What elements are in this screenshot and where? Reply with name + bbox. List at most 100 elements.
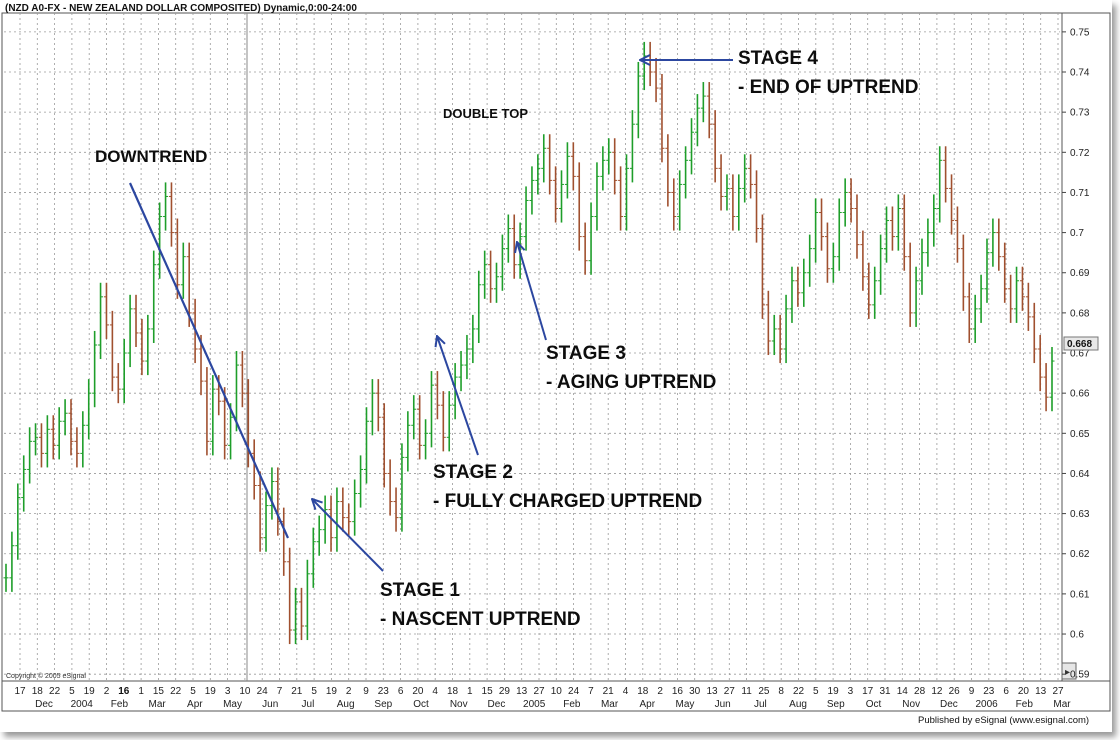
x-tick-label: 7 (277, 686, 283, 697)
scroll-arrow-icon: ▸ (1065, 667, 1070, 678)
x-tick-label: 25 (758, 686, 770, 697)
x-tick-label: 13 (516, 686, 528, 697)
x-tick-label: 6 (398, 686, 404, 697)
x-tick-label: 16 (118, 686, 130, 697)
x-month-label: Feb (111, 699, 129, 710)
annotation-stage-1: STAGE 1 (380, 580, 460, 601)
y-tick-label: 0.73 (1070, 108, 1090, 119)
y-tick-label: 0.7 (1070, 228, 1084, 239)
x-tick-label: 3 (225, 686, 231, 697)
x-tick-label: 28 (914, 686, 926, 697)
x-month-label: Oct (413, 699, 429, 710)
x-month-label: Oct (866, 699, 882, 710)
x-tick-label: 22 (49, 686, 61, 697)
x-tick-label: 21 (291, 686, 303, 697)
x-tick-label: 31 (879, 686, 891, 697)
x-tick-label: 16 (672, 686, 684, 697)
x-month-label: Dec (940, 699, 958, 710)
last-value-badge (1063, 336, 1099, 351)
y-tick-label: 0.72 (1070, 148, 1090, 159)
y-tick-label: 0.61 (1070, 589, 1090, 600)
annotation-stage-4: STAGE 4 (738, 48, 818, 69)
price-bars (3, 41, 1055, 645)
x-tick-label: 2 (104, 686, 110, 697)
y-tick-label: 0.75 (1070, 27, 1090, 38)
x-tick-label: 9 (969, 686, 975, 697)
y-tick-label: 0.74 (1070, 68, 1090, 79)
annotation-stage-4-desc: - END OF UPTREND (738, 77, 919, 98)
publisher-text: Published by eSignal (www.esignal.com) (918, 715, 1089, 726)
x-tick-label: 20 (412, 686, 424, 697)
x-tick-label: 18 (447, 686, 459, 697)
x-tick-label: 14 (897, 686, 909, 697)
x-month-label: Jul (302, 699, 315, 710)
x-tick-label: 7 (588, 686, 594, 697)
chart-title: (NZD A0-FX - NEW ZEALAND DOLLAR COMPOSIT… (5, 3, 357, 14)
x-tick-label: 29 (499, 686, 511, 697)
x-month-label: Jun (715, 699, 731, 710)
x-month-label: Dec (488, 699, 506, 710)
x-tick-label: 19 (828, 686, 840, 697)
x-tick-label: 21 (603, 686, 615, 697)
x-tick-label: 27 (1052, 686, 1064, 697)
x-tick-label: 10 (551, 686, 563, 697)
x-tick-label: 11 (741, 686, 752, 697)
downtrend-line (128, 182, 290, 539)
x-tick-label: 19 (84, 686, 96, 697)
x-tick-label: 3 (848, 686, 854, 697)
y-tick-label: 0.69 (1070, 268, 1090, 279)
annotation-stage-2-desc: - FULLY CHARGED UPTREND (433, 491, 702, 512)
x-tick-label: 17 (14, 686, 26, 697)
x-tick-label: 6 (1003, 686, 1009, 697)
x-tick-label: 19 (326, 686, 338, 697)
annotation-stage-1-desc: - NASCENT UPTREND (380, 609, 581, 630)
y-tick-label: 0.68 (1070, 308, 1090, 319)
x-tick-label: 27 (724, 686, 736, 697)
annotation-stage-2: STAGE 2 (433, 462, 513, 483)
x-tick-label: 5 (190, 686, 196, 697)
grid (4, 13, 1060, 681)
stage-2-arrow (437, 336, 479, 456)
x-tick-label: 18 (32, 686, 44, 697)
x-tick-label: 23 (378, 686, 390, 697)
x-month-label: Nov (902, 699, 920, 710)
x-month-label: Apr (187, 699, 203, 710)
x-month-label: Mar (148, 699, 166, 710)
x-month-label: Mar (1053, 699, 1071, 710)
x-month-label: Jun (262, 699, 278, 710)
y-tick-label: 0.65 (1070, 429, 1090, 440)
x-tick-label: 1 (467, 686, 473, 697)
y-tick-label: 0.64 (1070, 469, 1090, 480)
plot-area (1, 12, 1063, 682)
x-month-label: Nov (450, 699, 468, 710)
y-tick-label: 0.59 (1070, 670, 1090, 681)
stage-1-arrow (312, 499, 384, 572)
x-tick-label: 2 (346, 686, 352, 697)
x-tick-label: 4 (623, 686, 629, 697)
x-tick-label: 20 (1018, 686, 1030, 697)
x-tick-label: 27 (533, 686, 545, 697)
x-tick-label: 1 (138, 686, 144, 697)
x-tick-label: 22 (793, 686, 805, 697)
copyright-text: Copyright © 2005 eSignal (6, 672, 86, 680)
y-tick-label: 0.62 (1070, 549, 1090, 560)
x-month-label: 2006 (975, 699, 998, 710)
x-month-label: Apr (639, 699, 655, 710)
x-tick-label: 5 (813, 686, 819, 697)
x-month-label: Dec (35, 699, 53, 710)
x-month-label: Sep (374, 699, 392, 710)
x-axis-ticks: 17 18 22 5 19 2 16 1 15 22 5 19 3 10 24 7 21 5 19 2 9 23 6 20 4 1… (14, 686, 1071, 710)
y-tick-label: 0.66 (1070, 389, 1090, 400)
annotation-double-top: DOUBLE TOP (443, 106, 528, 121)
scroll-handle[interactable] (1061, 662, 1077, 680)
x-month-label: Feb (1016, 699, 1034, 710)
x-month-label: May (223, 699, 242, 710)
annotation-stage-3-desc: - AGING UPTREND (546, 372, 716, 393)
x-tick-label: 13 (1035, 686, 1047, 697)
x-tick-label: 24 (568, 686, 580, 697)
x-tick-label: 17 (862, 686, 874, 697)
x-month-label: 2004 (71, 699, 94, 710)
x-tick-label: 26 (949, 686, 961, 697)
x-month-label: Aug (337, 699, 355, 710)
x-month-label: Aug (789, 699, 807, 710)
